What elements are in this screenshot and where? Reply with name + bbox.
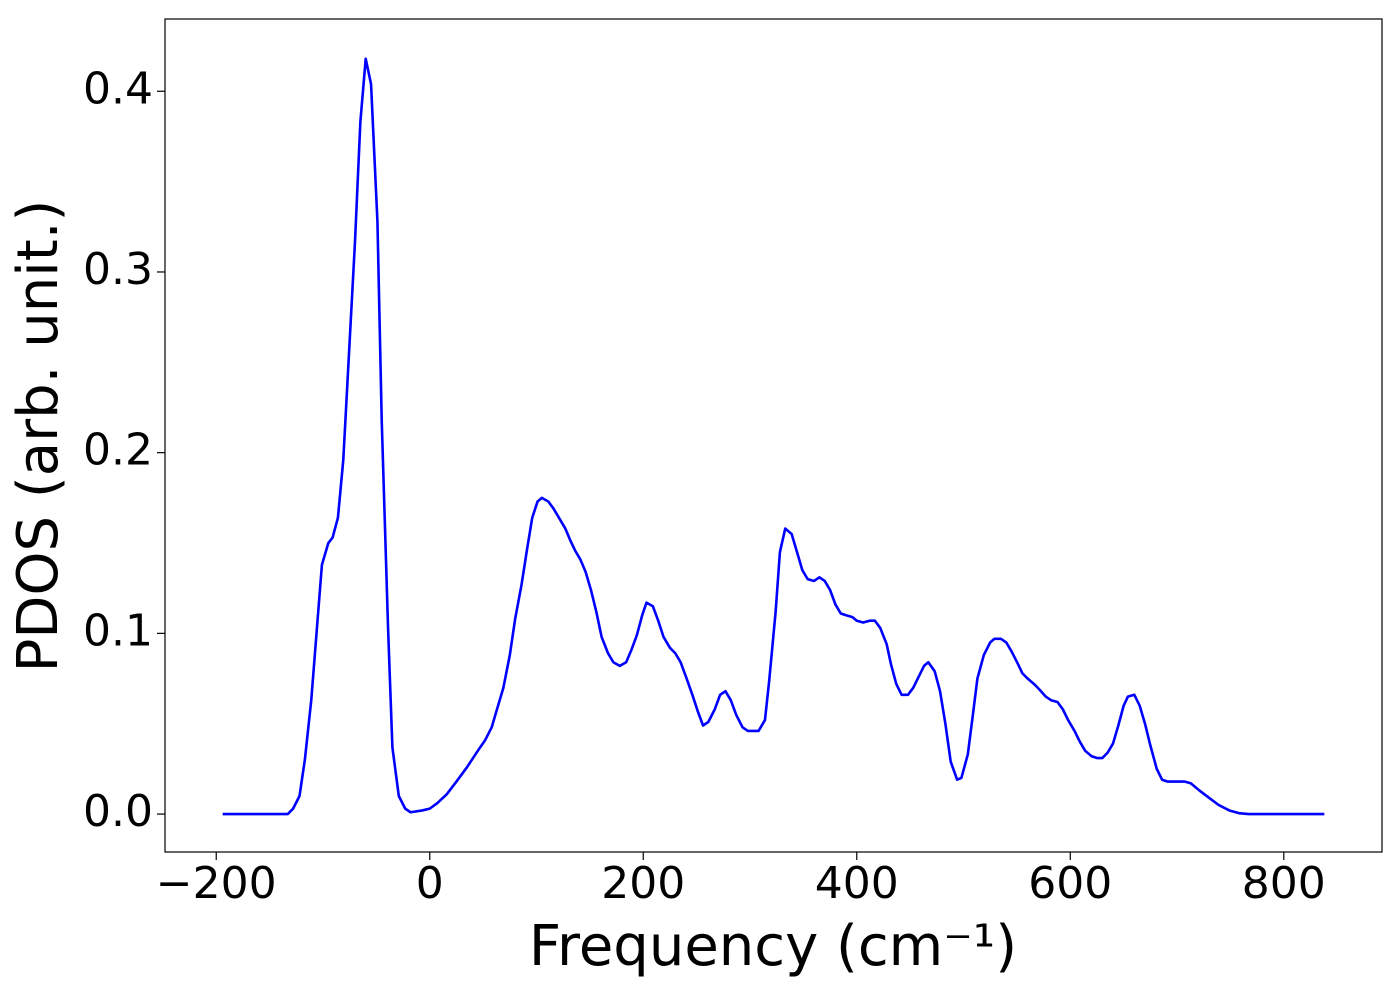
y-tick-label: 0.4 [83,63,153,114]
x-tick-label: 800 [1242,858,1326,909]
y-tick-label: 0.3 [83,244,153,295]
data-line [222,57,1325,816]
x-tick-label: −200 [156,858,277,909]
y-axis-label: PDOS (arb. unit.) [6,200,71,673]
y-tick-label: 0.0 [83,786,153,837]
x-tick-label: 0 [416,858,444,909]
y-tick-label: 0.2 [83,425,153,476]
plot-frame [164,18,1383,853]
y-tick-label: 0.1 [83,605,153,656]
x-axis-label: Frequency (cm⁻¹) [529,914,1017,979]
x-tick-label: 400 [815,858,899,909]
x-tick-label: 200 [601,858,685,909]
x-tick-label: 600 [1028,858,1112,909]
